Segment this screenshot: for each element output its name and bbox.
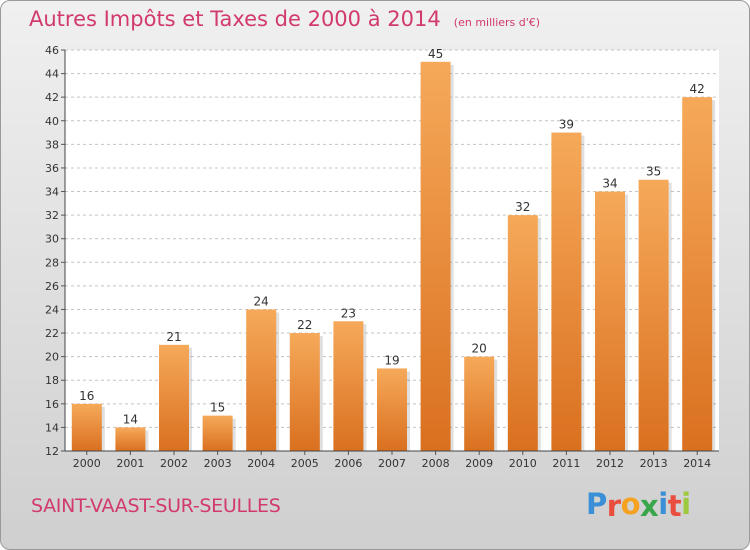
bar xyxy=(682,97,713,452)
data-label: 16 xyxy=(79,389,94,403)
data-label: 21 xyxy=(166,330,181,344)
x-tick-label: 2008 xyxy=(422,457,450,470)
data-label: 42 xyxy=(690,82,705,96)
place-name: SAINT-VAAST-SUR-SEULLES xyxy=(31,495,281,517)
bar xyxy=(115,427,146,451)
data-label: 24 xyxy=(254,294,269,308)
y-tick-label: 44 xyxy=(45,68,59,81)
y-tick-label: 36 xyxy=(45,162,59,175)
logo-letter: i xyxy=(658,487,668,521)
bar xyxy=(246,309,277,451)
y-tick-label: 30 xyxy=(45,233,59,246)
title-row: Autres Impôts et Taxes de 2000 à 2014 (e… xyxy=(29,7,540,31)
bar xyxy=(551,132,582,451)
x-tick-label: 2003 xyxy=(204,457,232,470)
data-label: 22 xyxy=(297,318,312,332)
x-tick-label: 2014 xyxy=(683,457,711,470)
logo-letter: o xyxy=(620,487,641,521)
bar xyxy=(420,61,451,451)
data-label: 39 xyxy=(559,118,574,132)
x-tick-label: 2013 xyxy=(640,457,668,470)
data-label: 35 xyxy=(646,165,661,179)
proxiti-logo: Proxiti xyxy=(586,487,691,523)
data-label: 45 xyxy=(428,47,443,61)
chart-subtitle: (en milliers d'€) xyxy=(453,16,541,29)
bar xyxy=(71,403,102,451)
data-label: 15 xyxy=(210,401,225,415)
data-label: 23 xyxy=(341,306,356,320)
x-tick-label: 2005 xyxy=(291,457,319,470)
y-tick-label: 28 xyxy=(45,256,59,269)
y-tick-label: 40 xyxy=(45,115,59,128)
bar xyxy=(289,333,320,451)
bar xyxy=(377,368,407,451)
bar xyxy=(595,191,625,451)
logo-letter: t xyxy=(667,489,682,523)
x-tick-label: 2012 xyxy=(596,457,624,470)
y-tick-label: 26 xyxy=(45,280,59,293)
y-tick-label: 46 xyxy=(45,44,59,57)
x-tick-label: 2011 xyxy=(552,457,580,470)
x-tick-label: 2009 xyxy=(465,457,493,470)
y-tick-label: 20 xyxy=(45,351,59,364)
y-tick-label: 12 xyxy=(45,445,59,458)
bar xyxy=(202,415,233,451)
y-tick-label: 22 xyxy=(45,327,59,340)
y-tick-label: 14 xyxy=(45,421,59,434)
bar xyxy=(638,179,669,451)
y-tick-label: 16 xyxy=(45,398,59,411)
data-label: 14 xyxy=(123,412,138,426)
logo-letter: r xyxy=(606,489,621,523)
x-tick-label: 2010 xyxy=(509,457,537,470)
y-tick-label: 24 xyxy=(45,303,59,316)
y-tick-label: 38 xyxy=(45,138,59,151)
y-tick-label: 18 xyxy=(45,374,59,387)
bar xyxy=(507,215,538,451)
y-tick-label: 32 xyxy=(45,209,59,222)
data-label: 32 xyxy=(515,200,530,214)
logo-letter: i xyxy=(681,487,691,521)
y-tick-label: 42 xyxy=(45,91,59,104)
bar xyxy=(464,356,495,451)
logo-letter: P xyxy=(586,487,607,521)
bar xyxy=(159,344,189,451)
chart-title: Autres Impôts et Taxes de 2000 à 2014 xyxy=(29,7,441,31)
x-tick-label: 2002 xyxy=(160,457,188,470)
bar xyxy=(333,321,364,451)
data-label: 34 xyxy=(602,177,617,191)
x-tick-label: 2000 xyxy=(73,457,101,470)
x-tick-label: 2007 xyxy=(378,457,406,470)
data-label: 20 xyxy=(472,342,487,356)
x-tick-label: 2004 xyxy=(247,457,275,470)
data-label: 19 xyxy=(384,353,399,367)
logo-letter: x xyxy=(640,489,659,523)
y-tick-label: 34 xyxy=(45,186,59,199)
x-tick-label: 2006 xyxy=(334,457,362,470)
x-tick-label: 2001 xyxy=(116,457,144,470)
